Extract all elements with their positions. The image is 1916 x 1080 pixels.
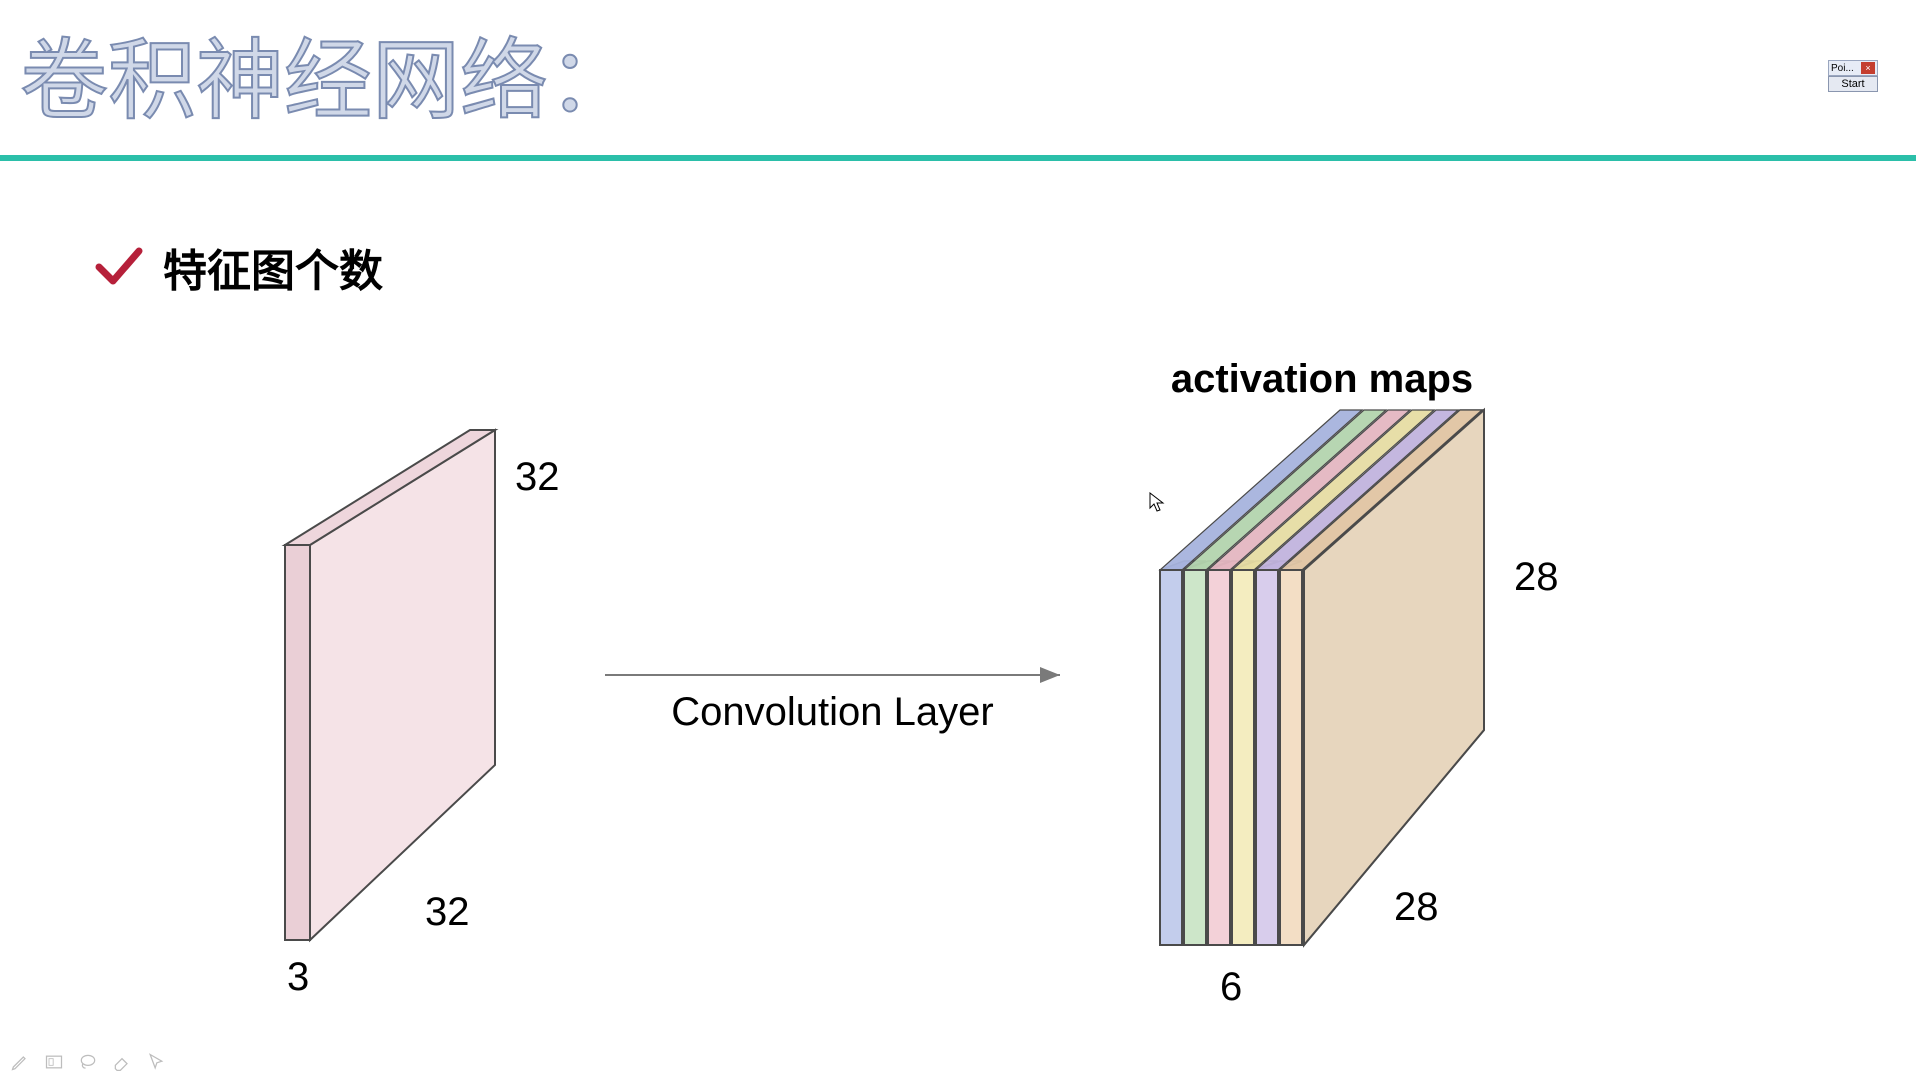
start-button[interactable]: Start bbox=[1828, 76, 1878, 92]
output-slab-front bbox=[1232, 570, 1254, 945]
output-slab-front bbox=[1208, 570, 1230, 945]
output-title: activation maps bbox=[1171, 357, 1473, 401]
arrow-label: Convolution Layer bbox=[671, 690, 993, 734]
input-height-label: 32 bbox=[515, 455, 560, 499]
cursor-icon bbox=[1149, 492, 1165, 518]
eraser-icon[interactable] bbox=[112, 1052, 132, 1072]
presentation-toolbar[interactable] bbox=[10, 1052, 166, 1072]
output-depth-label: 6 bbox=[1220, 965, 1242, 1009]
output-slab-front bbox=[1280, 570, 1302, 945]
cnn-diagram: 32 32 3 Convolution Layer 28 28 6 activation ma… bbox=[0, 0, 1916, 1080]
input-width-label: 32 bbox=[425, 890, 470, 934]
output-slab-front bbox=[1184, 570, 1206, 945]
slides-icon[interactable] bbox=[44, 1052, 64, 1072]
input-front-face bbox=[285, 545, 310, 940]
lasso-icon[interactable] bbox=[78, 1052, 98, 1072]
pointer-icon[interactable] bbox=[146, 1052, 166, 1072]
pointer-tool-window[interactable]: Poi... × Start bbox=[1828, 60, 1878, 92]
pen-icon[interactable] bbox=[10, 1052, 30, 1072]
input-depth-label: 3 bbox=[287, 955, 309, 999]
output-height-label: 28 bbox=[1514, 555, 1559, 599]
output-width-label: 28 bbox=[1394, 885, 1439, 929]
output-slab-front bbox=[1160, 570, 1182, 945]
pointer-title: Poi... bbox=[1831, 63, 1854, 74]
input-side-face bbox=[310, 430, 495, 940]
output-slab-front bbox=[1256, 570, 1278, 945]
close-icon[interactable]: × bbox=[1861, 62, 1875, 74]
